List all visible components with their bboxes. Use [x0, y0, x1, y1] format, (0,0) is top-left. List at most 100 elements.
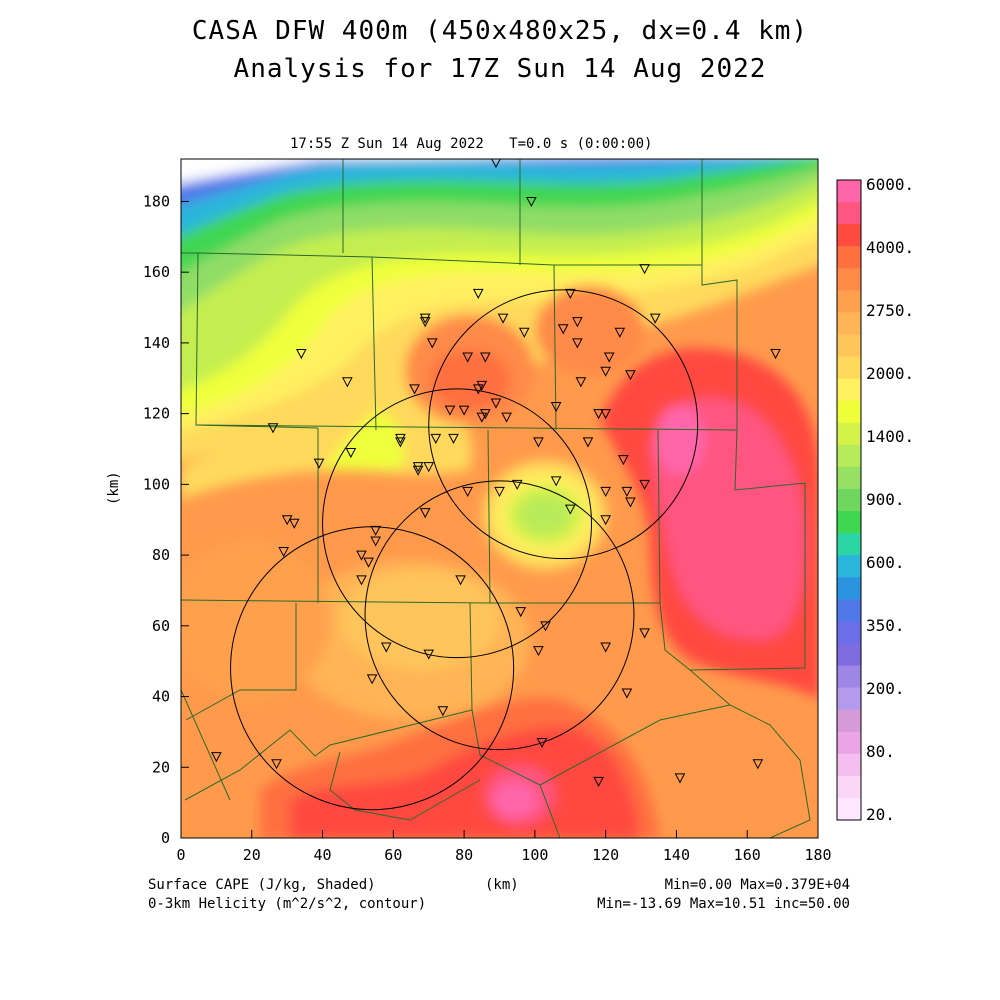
station-marker	[752, 759, 764, 770]
station-marker	[288, 518, 300, 529]
station-marker	[600, 366, 611, 377]
station-marker	[370, 536, 381, 547]
station-marker	[211, 752, 222, 763]
station-marker	[526, 196, 537, 208]
colorbar-label: 6000.	[866, 175, 914, 194]
station-marker	[639, 628, 650, 639]
station-marker	[366, 674, 378, 685]
station-marker	[593, 776, 604, 787]
plot-subtitle: 17:55 Z Sun 14 Aug 2022 T=0.0 s (0:00:00…	[290, 136, 653, 152]
station-marker	[515, 607, 527, 618]
station-marker	[491, 159, 501, 169]
station-marker	[412, 462, 424, 473]
station-marker	[621, 486, 633, 497]
station-marker	[557, 324, 569, 335]
colorbar-swatch	[837, 202, 861, 225]
y-tick-label: 0	[161, 829, 170, 847]
colorbar-swatch	[837, 246, 861, 269]
colorbar-swatch	[837, 665, 861, 689]
station-marker	[550, 476, 562, 487]
footer-field-range: Min=0.00 Max=0.379E+04	[664, 877, 850, 893]
station-marker	[380, 642, 392, 653]
x-axis: 0 20 40 60 80 100 120 140 160 180	[176, 830, 832, 864]
x-tick-label: 140	[663, 846, 690, 864]
station-marker	[497, 313, 509, 324]
x-tick-label: 180	[804, 846, 831, 864]
station-marker	[423, 462, 435, 473]
station-marker	[600, 642, 611, 653]
station-marker	[572, 338, 583, 349]
station-marker	[575, 377, 587, 388]
station-marker	[770, 349, 781, 360]
colorbar-label: 80.	[866, 742, 895, 761]
colorbar-swatch	[837, 422, 861, 446]
station-marker	[419, 313, 431, 324]
station-marker	[639, 264, 650, 275]
colorbar-swatch	[837, 687, 861, 711]
helicity-contour-1	[322, 388, 593, 659]
station-marker	[444, 405, 456, 416]
station-marker	[501, 412, 512, 423]
colorbar-swatch	[837, 555, 861, 578]
station-marker	[462, 352, 473, 363]
station-marker	[462, 486, 473, 497]
station-marker	[603, 352, 615, 363]
helicity-contour-0	[428, 289, 699, 560]
colorbar-swatch	[837, 577, 861, 600]
station-marker	[564, 288, 576, 299]
y-tick-label: 180	[143, 192, 170, 210]
colorbar-label: 1400.	[866, 427, 914, 446]
station-marker	[625, 497, 636, 508]
x-tick-label: 160	[734, 846, 761, 864]
y-tick-label: 40	[152, 688, 170, 706]
colorbar-swatch	[837, 753, 861, 777]
colorbar-swatch	[837, 400, 861, 424]
colorbar-swatch	[837, 290, 861, 313]
y-tick-label: 20	[152, 758, 170, 776]
station-marker	[281, 515, 293, 526]
footer-contour-label: 0-3km Helicity (m^2/s^2, contour)	[148, 896, 427, 912]
footer-field-label: Surface CAPE (J/kg, Shaded)	[148, 877, 376, 893]
station-marker	[564, 504, 576, 515]
station-marker	[490, 398, 502, 409]
colorbar-label: 900.	[866, 490, 905, 509]
station-marker	[430, 433, 442, 444]
colorbar-label: 200.	[866, 679, 905, 698]
colorbar-swatch	[837, 599, 861, 622]
colorbar-swatch	[837, 797, 861, 821]
station-marker	[621, 688, 633, 699]
station-marker	[540, 621, 551, 632]
station-marker	[419, 508, 431, 519]
station-marker	[518, 327, 530, 338]
station-marker	[533, 646, 544, 657]
station-marker	[356, 550, 367, 561]
station-marker	[412, 465, 424, 476]
colorbar-swatch	[837, 224, 861, 247]
station-marker	[278, 547, 289, 558]
colorbar-swatch	[837, 180, 861, 203]
station-marker	[295, 349, 307, 360]
station-marker	[476, 412, 488, 423]
x-tick-label: 80	[455, 846, 473, 864]
station-marker	[409, 384, 420, 395]
title-line-2: Analysis for 17Z Sun 14 Aug 2022	[233, 54, 767, 84]
colorbar-swatch	[837, 533, 861, 556]
colorbar-label: 20.	[866, 805, 895, 824]
x-tick-label: 100	[521, 846, 548, 864]
colorbar-swatch	[837, 709, 861, 733]
colorbar-swatch	[837, 643, 861, 667]
station-marker	[426, 338, 438, 349]
station-marker	[511, 479, 523, 490]
colorbar-swatch	[837, 378, 861, 402]
station-marker	[674, 773, 686, 784]
helicity-contour-2	[364, 480, 635, 751]
colorbar-swatch	[837, 466, 861, 490]
colorbar-label: 350.	[866, 616, 905, 635]
station-marker	[437, 706, 449, 717]
station-marker	[423, 649, 435, 660]
station-marker	[395, 437, 406, 448]
station-marker	[600, 486, 611, 497]
helicity-contours	[230, 289, 699, 811]
station-marker	[572, 317, 583, 328]
